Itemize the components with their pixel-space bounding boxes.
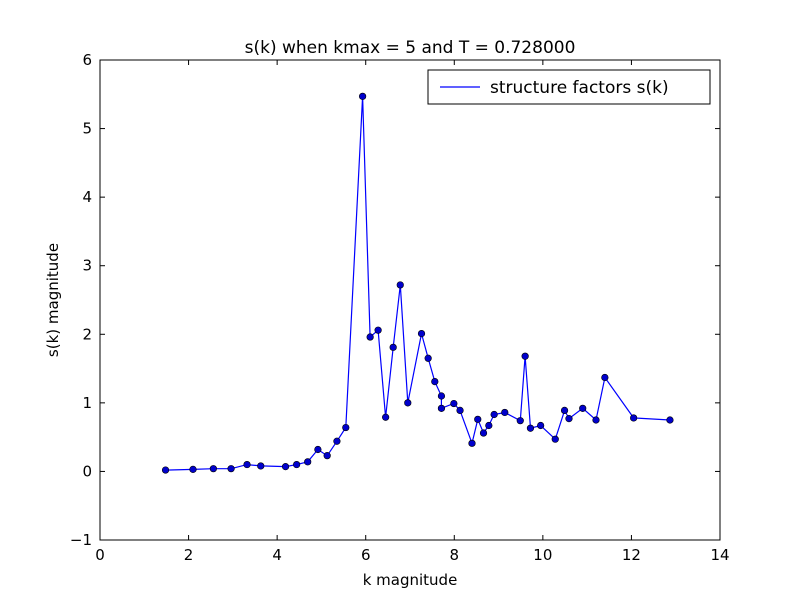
- data-point: [161, 466, 170, 474]
- data-point: [257, 462, 265, 470]
- data-point: [537, 421, 545, 430]
- data-point: [382, 413, 390, 421]
- data-point: [431, 378, 439, 386]
- data-point: [526, 424, 535, 432]
- y-axis-label: s(k) magnitude: [44, 243, 62, 357]
- data-point: [243, 460, 251, 469]
- x-axis-label: k magnitude: [363, 571, 458, 589]
- data-point: [450, 399, 458, 408]
- plot-frame: [99, 59, 721, 541]
- data-point: [209, 465, 217, 473]
- y-tick-label: 5: [82, 120, 92, 138]
- data-point: [468, 439, 476, 447]
- data-point: [490, 410, 498, 419]
- data-point: [437, 404, 446, 412]
- data-point: [281, 463, 290, 471]
- data-point: [404, 399, 412, 407]
- data-point: [396, 281, 404, 289]
- data-point: [424, 354, 432, 362]
- data-point: [437, 392, 446, 400]
- data-point: [359, 92, 367, 100]
- data-point: [630, 414, 638, 422]
- y-tick-label: −1: [70, 531, 92, 549]
- data-point: [579, 404, 587, 412]
- data-point: [601, 373, 609, 382]
- data-point: [366, 333, 374, 341]
- data-point: [560, 406, 569, 415]
- data-point: [293, 460, 301, 469]
- legend: structure factors s(k): [427, 69, 711, 105]
- x-tick-label: 6: [361, 546, 371, 564]
- data-point: [456, 406, 464, 415]
- y-tick-label: 3: [82, 257, 92, 275]
- data-point: [474, 415, 482, 423]
- y-tick-label: 0: [82, 462, 92, 480]
- y-tick-label: 2: [82, 325, 92, 343]
- plot-area: [100, 60, 720, 540]
- x-tick-label: 8: [450, 546, 460, 564]
- data-point: [374, 326, 382, 334]
- data-point: [666, 416, 674, 424]
- data-point: [189, 465, 197, 473]
- x-tick-label: 0: [95, 546, 105, 564]
- x-tick-label: 2: [184, 546, 194, 564]
- data-point: [501, 408, 509, 417]
- data-point: [565, 415, 573, 423]
- data-point: [521, 352, 529, 360]
- y-tick-label: 6: [82, 51, 92, 69]
- data-point: [389, 343, 397, 351]
- data-point: [417, 330, 426, 338]
- data-point: [227, 465, 235, 473]
- y-tick-label: 4: [82, 188, 92, 206]
- data-point: [323, 452, 331, 460]
- data-point: [333, 437, 341, 445]
- x-tick-label: 10: [533, 546, 552, 564]
- data-point: [304, 458, 312, 466]
- y-tick-label: 1: [82, 394, 92, 412]
- series-layer: [161, 92, 674, 474]
- data-point: [592, 416, 600, 424]
- x-tick-label: 14: [710, 546, 729, 564]
- data-point: [551, 435, 559, 443]
- data-point: [479, 429, 488, 437]
- data-point: [516, 417, 524, 425]
- x-tick-label: 12: [622, 546, 641, 564]
- legend-label: structure factors s(k): [490, 78, 669, 98]
- data-point: [314, 445, 322, 454]
- data-point: [485, 421, 493, 430]
- data-point: [342, 423, 350, 432]
- chart-title: s(k) when kmax = 5 and T = 0.728000: [245, 38, 576, 58]
- x-tick-label: 4: [272, 546, 282, 564]
